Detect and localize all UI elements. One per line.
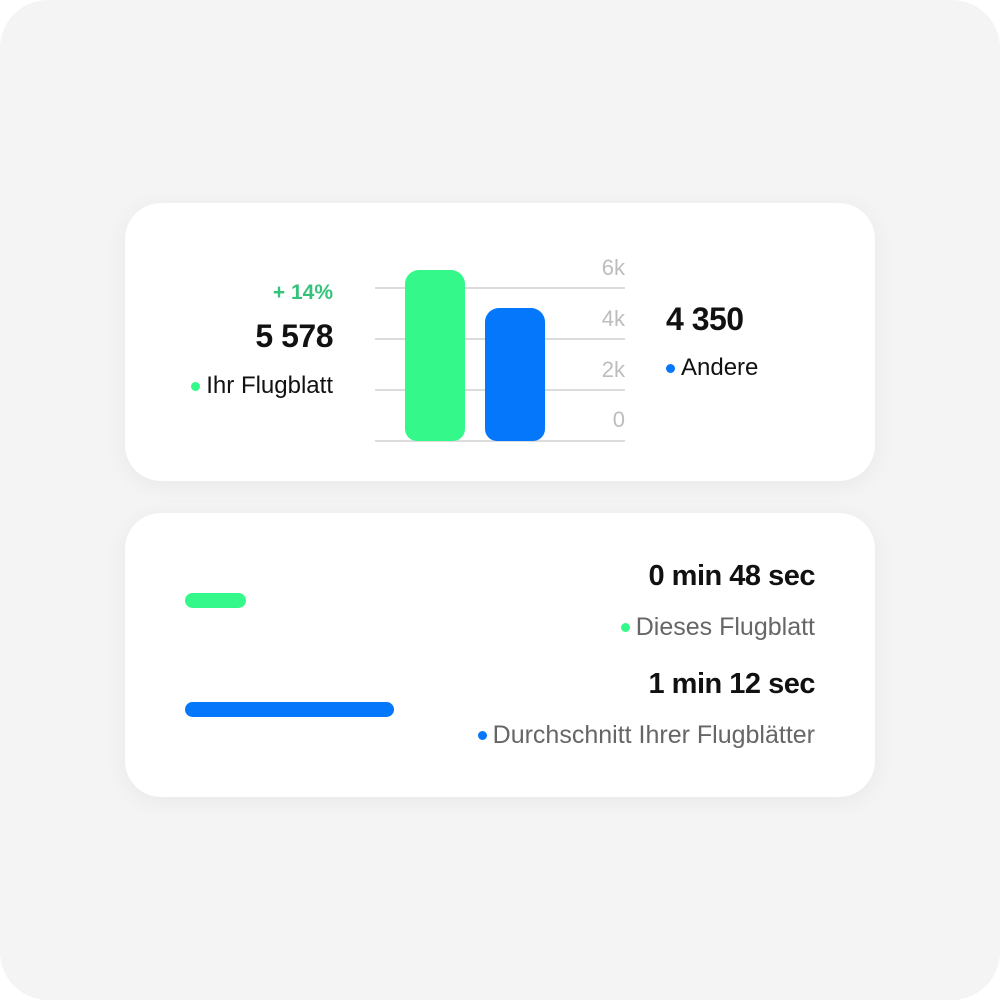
tick-label: 2k bbox=[601, 357, 625, 382]
legend-this: Dieses Flugblatt bbox=[620, 613, 815, 642]
change-badge: + 14% bbox=[272, 281, 333, 304]
time-comparison-card: 0 min 48 sec Dieses Flugblatt 1 min 12 s… bbox=[125, 513, 875, 797]
gridline-0 bbox=[375, 440, 625, 442]
label-average: Durchschnitt Ihrer Flugblätter bbox=[492, 721, 815, 749]
other-label: Andere bbox=[681, 354, 759, 381]
views-comparison-card: + 14% 5 578 Ihr Flugblatt 6k 4k 2k 0 4 3… bbox=[125, 203, 875, 481]
other-legend: Andere bbox=[666, 354, 758, 382]
bar-ihr-flugblatt bbox=[405, 270, 465, 441]
other-value: 4 350 bbox=[666, 301, 744, 337]
blue-dot-icon bbox=[666, 363, 675, 373]
bar-andere bbox=[485, 307, 545, 441]
legend-average: Durchschnitt Ihrer Flugblätter bbox=[477, 721, 815, 750]
time-bar-this bbox=[185, 593, 246, 608]
green-dot-icon bbox=[620, 623, 630, 632]
own-legend: Ihr Flugblatt bbox=[191, 372, 333, 400]
tick-label: 6k bbox=[601, 255, 625, 280]
own-label: Ihr Flugblatt bbox=[206, 372, 333, 399]
own-value: 5 578 bbox=[255, 318, 333, 354]
blue-dot-icon bbox=[477, 731, 487, 740]
gridline-6k bbox=[375, 287, 625, 289]
tick-label: 0 bbox=[612, 407, 625, 432]
tick-label: 4k bbox=[601, 306, 625, 331]
green-dot-icon bbox=[191, 381, 201, 391]
label-this: Dieses Flugblatt bbox=[635, 613, 815, 641]
time-average: 1 min 12 sec bbox=[648, 668, 816, 700]
time-this: 0 min 48 sec bbox=[648, 560, 816, 592]
time-bar-average bbox=[185, 702, 394, 717]
